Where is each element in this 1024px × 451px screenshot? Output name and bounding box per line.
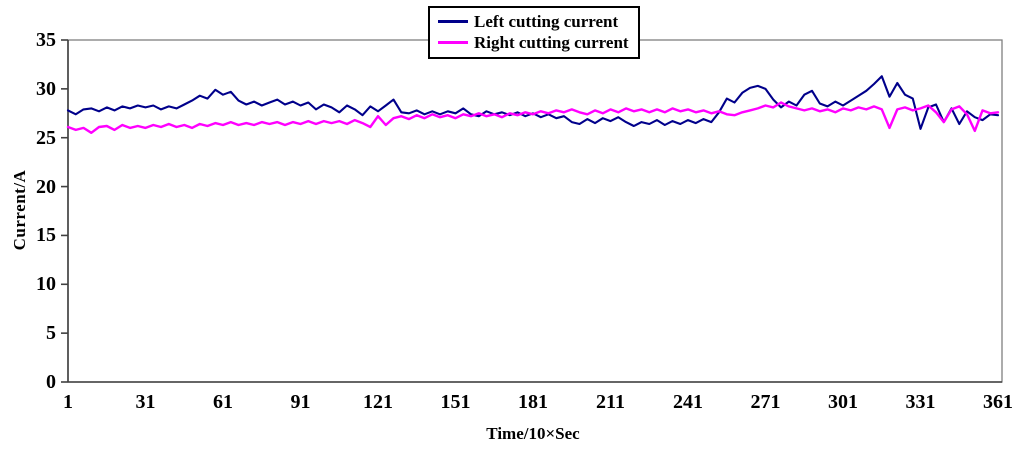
x-tick-label: 91 xyxy=(290,391,311,413)
x-tick-label: 211 xyxy=(596,391,625,413)
legend-box: Left cutting current Right cutting curre… xyxy=(428,6,640,59)
left-cutting-current-line xyxy=(66,75,1000,130)
right-cutting-current-line xyxy=(66,101,1000,135)
x-tick-label: 331 xyxy=(905,391,936,413)
y-tick-label: 20 xyxy=(36,175,56,198)
y-tick-label: 25 xyxy=(36,126,56,149)
x-tick-label: 31 xyxy=(135,391,156,413)
tick-marks xyxy=(61,39,68,383)
x-tick-label: 121 xyxy=(363,391,393,413)
legend-item-left: Left cutting current xyxy=(438,11,630,32)
x-tick-label: 1 xyxy=(63,391,73,413)
x-tick-label: 271 xyxy=(750,391,781,413)
legend-label-left: Left cutting current xyxy=(474,11,619,31)
left-series-swatch xyxy=(438,20,468,23)
y-axis-title: Current/A xyxy=(10,169,29,251)
right-series-swatch xyxy=(438,41,468,44)
y-tick-label: 30 xyxy=(36,77,56,100)
x-tick-label: 151 xyxy=(440,391,471,413)
x-tick-label: 301 xyxy=(828,391,858,413)
legend-label-right: Right cutting current xyxy=(474,32,629,52)
y-tick-label: 0 xyxy=(46,371,56,393)
x-tick-label: 241 xyxy=(673,391,703,413)
x-axis-title: Time/10×Sec xyxy=(486,424,580,443)
legend-item-right: Right cutting current xyxy=(438,32,630,53)
x-tick-label: 361 xyxy=(983,391,1013,413)
x-tick-label: 61 xyxy=(213,391,233,413)
x-tick-label: 181 xyxy=(518,391,548,413)
y-tick-label: 35 xyxy=(36,29,56,51)
y-tick-label: 5 xyxy=(46,322,56,345)
plot-border-box xyxy=(67,39,1003,383)
y-tick-label: 15 xyxy=(36,224,56,247)
y-tick-label: 10 xyxy=(36,273,56,296)
